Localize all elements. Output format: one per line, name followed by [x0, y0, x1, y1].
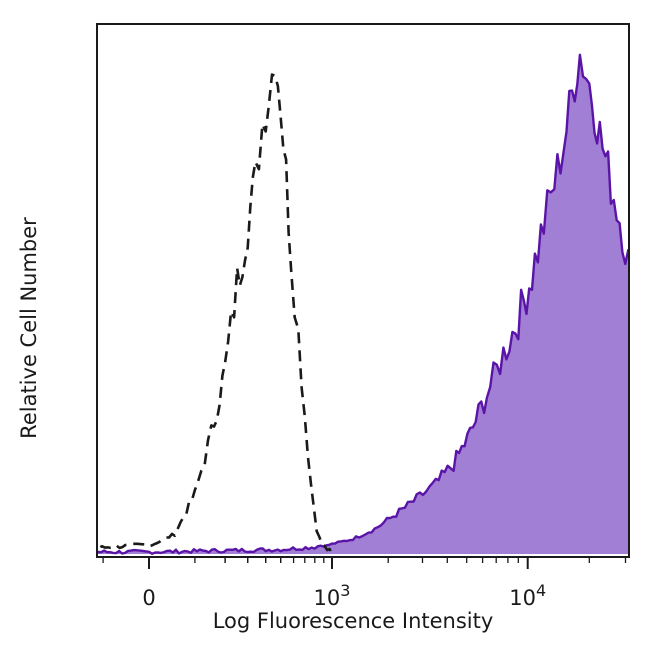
series-1-line — [97, 53, 629, 555]
x-tick-label-2: 104 — [509, 581, 546, 610]
x-tick-label-base: 10 — [314, 586, 341, 610]
plot-frame — [96, 23, 630, 558]
x-tick-label-exponent: 4 — [536, 581, 546, 600]
x-tick-label-base: 10 — [509, 586, 536, 610]
y-axis-label: Relative Cell Number — [17, 217, 41, 439]
plot-layer — [97, 53, 629, 555]
x-tick-label-exponent: 3 — [340, 581, 350, 600]
x-tick-label-1: 103 — [314, 581, 351, 610]
x-tick-label-0: 0 — [142, 586, 155, 610]
series-1-area — [97, 54, 629, 554]
series-0-line — [97, 73, 334, 555]
x-axis-tick-labels: 0103104105 — [142, 581, 546, 610]
x-tick-label-base: 0 — [142, 586, 155, 610]
x-axis-label: Log Fluorescence Intensity — [213, 609, 494, 633]
x-axis-ticks — [102, 557, 627, 569]
